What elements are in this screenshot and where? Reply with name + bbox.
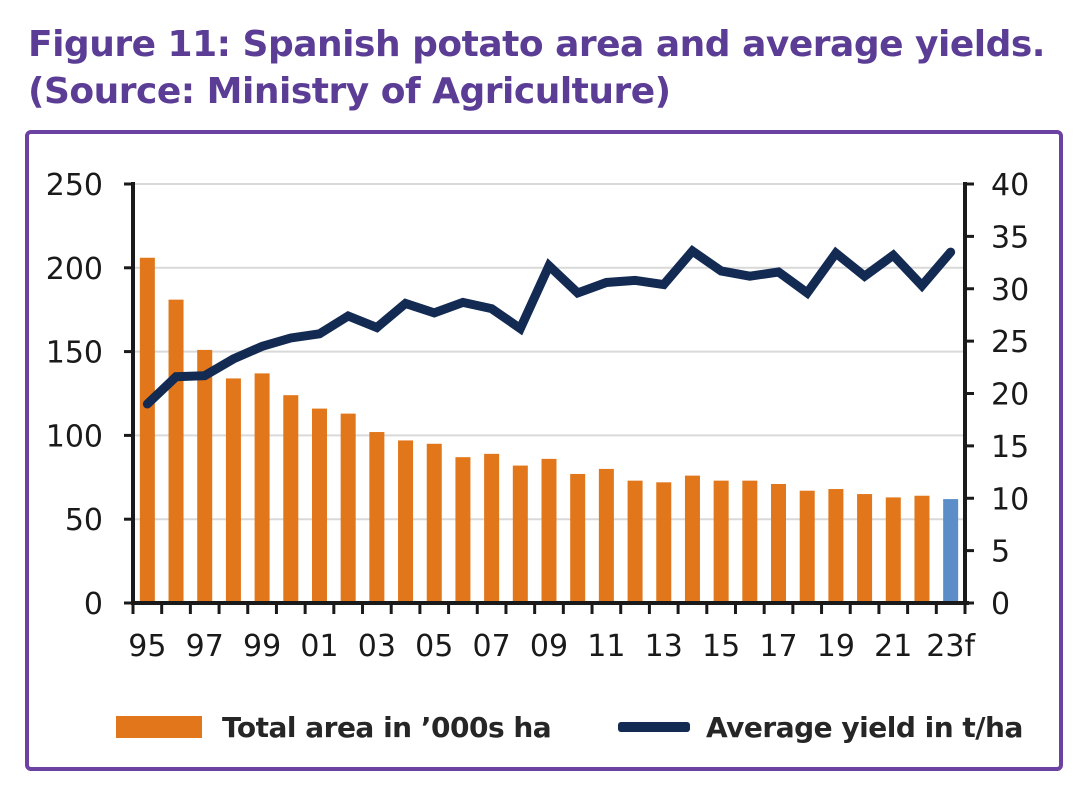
right-tick-label-20: 20 bbox=[991, 378, 1029, 413]
bar-05 bbox=[426, 443, 442, 603]
bar-22 bbox=[914, 495, 930, 603]
left-tick-label-150: 150 bbox=[46, 336, 103, 371]
bar-04 bbox=[398, 440, 414, 603]
yield-line bbox=[142, 245, 956, 409]
bar-07 bbox=[484, 453, 500, 603]
figure-title: Figure 11: Spanish potato area and avera… bbox=[28, 22, 1078, 116]
bar-16 bbox=[742, 480, 758, 603]
bar-02 bbox=[340, 413, 356, 603]
right-tick-label-0: 0 bbox=[991, 587, 1010, 622]
yield-legend-swatch bbox=[618, 722, 690, 732]
bar-95 bbox=[139, 257, 155, 603]
left-tick-label-50: 50 bbox=[65, 503, 103, 538]
bar-96 bbox=[168, 299, 184, 603]
left-tick-label-200: 200 bbox=[46, 252, 103, 287]
bar-21 bbox=[885, 497, 901, 603]
right-tick-label-40: 40 bbox=[991, 168, 1029, 203]
bar-06 bbox=[455, 457, 471, 603]
x-tick-label-97: 97 bbox=[186, 629, 224, 664]
right-tick-label-15: 15 bbox=[991, 430, 1029, 465]
x-tick-label-17: 17 bbox=[759, 629, 797, 664]
legend-item-area: Total area in ’000s ha bbox=[116, 709, 552, 745]
x-tick-label-13: 13 bbox=[645, 629, 683, 664]
yield-legend-label: Average yield in t/ha bbox=[706, 710, 1023, 744]
chart-box: 0 50 100 150 200 250 0 5 10 15 20 25 30 35 40 95 97 99 01 0… bbox=[25, 130, 1063, 771]
bar-03 bbox=[369, 432, 385, 603]
right-tick-label-30: 30 bbox=[991, 273, 1029, 308]
bar-08 bbox=[512, 465, 528, 603]
bar-14 bbox=[684, 475, 700, 603]
bar-00 bbox=[283, 395, 299, 603]
x-tick-label-07: 07 bbox=[473, 629, 511, 664]
bar-20 bbox=[857, 494, 873, 603]
bar-10 bbox=[570, 473, 586, 603]
bar-12 bbox=[627, 480, 643, 603]
right-tick-label-25: 25 bbox=[991, 325, 1029, 360]
left-tick-label-0: 0 bbox=[84, 587, 103, 622]
bar-17 bbox=[771, 484, 787, 603]
left-tick-label-250: 250 bbox=[46, 168, 103, 203]
x-tick-label-03: 03 bbox=[358, 629, 396, 664]
x-tick-label-15: 15 bbox=[702, 629, 740, 664]
figure-title-line2: (Source: Ministry of Agriculture) bbox=[28, 70, 671, 112]
area-legend-label: Total area in ’000s ha bbox=[222, 710, 552, 744]
x-tick-label-01: 01 bbox=[300, 629, 338, 664]
bar-98 bbox=[225, 378, 241, 603]
figure-title-line1: Figure 11: Spanish potato area and avera… bbox=[28, 24, 1045, 65]
x-tick-label-95: 95 bbox=[128, 629, 166, 664]
bar-13 bbox=[656, 482, 672, 603]
area-legend-swatch bbox=[116, 716, 202, 738]
bar-09 bbox=[541, 458, 557, 603]
x-tick-label-23f: 23f bbox=[926, 629, 976, 664]
x-tick-label-09: 09 bbox=[530, 629, 568, 664]
right-tick-label-10: 10 bbox=[991, 482, 1029, 517]
x-tick-label-05: 05 bbox=[415, 629, 453, 664]
right-tick-label-35: 35 bbox=[991, 220, 1029, 255]
legend-item-yield: Average yield in t/ha bbox=[618, 709, 1023, 745]
x-tick-label-19: 19 bbox=[817, 629, 855, 664]
bar-23f bbox=[943, 499, 959, 603]
left-tick-label-100: 100 bbox=[46, 419, 103, 454]
bar-97 bbox=[197, 349, 213, 603]
x-tick-label-21: 21 bbox=[874, 629, 912, 664]
bar-99 bbox=[254, 373, 270, 603]
right-tick-label-5: 5 bbox=[991, 535, 1010, 570]
bar-18 bbox=[799, 490, 815, 603]
x-tick-label-99: 99 bbox=[243, 629, 281, 664]
bar-19 bbox=[828, 489, 844, 603]
bar-11 bbox=[598, 468, 614, 603]
bar-15 bbox=[713, 480, 729, 603]
x-tick-label-11: 11 bbox=[587, 629, 625, 664]
bar-01 bbox=[311, 408, 327, 603]
